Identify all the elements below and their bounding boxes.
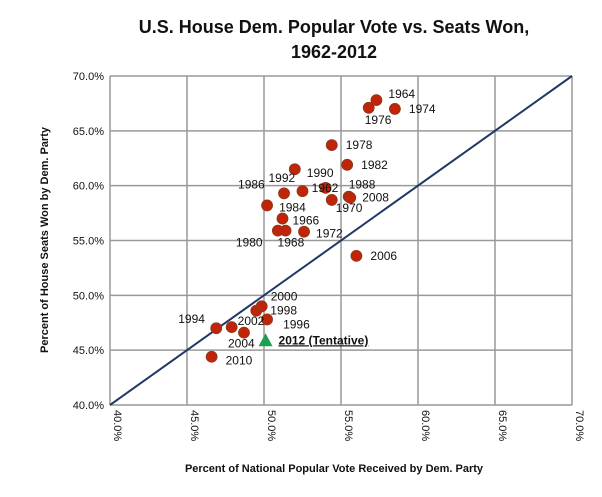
point-label-2010: 2010	[226, 354, 253, 368]
point-label-1996: 1996	[283, 317, 310, 331]
x-tick-label: 55.0%	[342, 410, 354, 441]
chart-title: U.S. House Dem. Popular Vote vs. Seats W…	[139, 17, 529, 37]
point-label-1980: 1980	[236, 236, 263, 250]
y-tick-label: 55.0%	[73, 236, 104, 248]
data-point-2010	[205, 350, 218, 363]
x-tick-label: 60.0%	[419, 410, 431, 441]
point-label-1998: 1998	[270, 304, 297, 318]
data-point-2002	[225, 321, 238, 334]
point-label-1978: 1978	[346, 138, 373, 152]
point-label-2004: 2004	[228, 337, 255, 351]
point-label-1986: 1986	[238, 177, 265, 191]
data-point-1996	[261, 313, 273, 326]
data-point-2006	[350, 249, 363, 262]
y-axis-label: Percent of House Seats Won by Dem. Party	[39, 126, 51, 353]
highlight-point-triangle	[258, 333, 273, 347]
data-point-1980	[271, 224, 284, 237]
x-tick-label: 65.0%	[496, 410, 508, 441]
data-point-1984	[261, 199, 273, 212]
data-point-1972	[298, 225, 310, 238]
point-label-2002: 2002	[238, 314, 265, 328]
data-point-2004	[238, 326, 250, 339]
point-label-2006: 2006	[370, 249, 397, 263]
data-points: 1962 1964 1966 1968 1970 1972 1974 1976 1978 1980…	[178, 87, 436, 368]
data-point-1970	[325, 194, 338, 206]
point-label-1964: 1964	[388, 87, 415, 101]
x-tick-label: 40.0%	[111, 410, 123, 441]
point-label-1968: 1968	[278, 236, 305, 250]
x-tick-label: 50.0%	[265, 410, 277, 441]
data-point-2000	[255, 300, 268, 313]
x-axis-label: Percent of National Popular Vote Receive…	[185, 463, 484, 475]
point-label-1972: 1972	[316, 227, 343, 241]
x-tick-label: 70.0%	[573, 410, 585, 441]
point-label-2008: 2008	[362, 191, 389, 205]
x-tick-label: 45.0%	[188, 410, 200, 441]
data-point-1978	[325, 139, 338, 151]
point-label-1962: 1962	[312, 181, 339, 195]
data-point-2008	[344, 191, 357, 204]
point-label-1990: 1990	[307, 166, 334, 180]
point-label-1976: 1976	[365, 113, 392, 127]
data-point-1994	[210, 322, 223, 335]
point-label-1988: 1988	[349, 178, 376, 192]
reference-line-group	[109, 75, 573, 406]
data-point-1990	[288, 163, 301, 176]
point-label-1984: 1984	[279, 200, 306, 214]
point-label-2000: 2000	[271, 289, 298, 303]
y-tick-label: 50.0%	[73, 290, 104, 302]
chart-title-line2: 1962-2012	[291, 42, 377, 62]
data-point-1992	[296, 185, 309, 198]
data-point-1974	[388, 103, 401, 115]
data-point-1962	[319, 181, 332, 194]
point-label-1994: 1994	[178, 312, 205, 326]
tick-labels: 40.0% 45.0% 50.0% 55.0% 60.0% 65.0% 70.0% 40.0%…	[73, 71, 585, 441]
data-point-1966	[276, 212, 289, 225]
point-label-1982: 1982	[361, 158, 388, 172]
point-label-1992: 1992	[269, 171, 296, 185]
point-label-1966: 1966	[292, 214, 319, 228]
data-point-1964	[370, 94, 383, 107]
y-tick-label: 40.0%	[73, 400, 104, 412]
y-tick-label: 45.0%	[73, 345, 104, 357]
highlight-point-label: 2012 (Tentative)	[279, 333, 369, 347]
data-point-1976	[362, 101, 375, 114]
data-point-1982	[341, 158, 354, 171]
point-label-1970: 1970	[336, 201, 363, 215]
diagonal-reference-line	[109, 75, 573, 406]
data-point-1986	[278, 187, 290, 200]
point-label-1974: 1974	[409, 102, 436, 116]
y-tick-label: 65.0%	[73, 126, 104, 138]
y-tick-label: 70.0%	[73, 71, 104, 83]
y-tick-label: 60.0%	[73, 181, 104, 193]
